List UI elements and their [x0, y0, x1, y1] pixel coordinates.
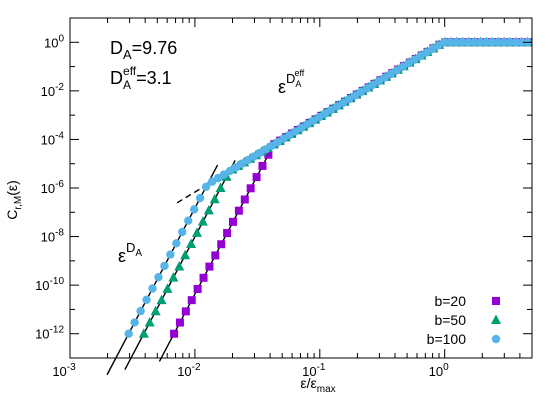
- data-point: [264, 150, 273, 159]
- data-point: [148, 284, 157, 293]
- y-tick-label: 10-2: [41, 82, 65, 99]
- data-point: [475, 38, 485, 47]
- data-point: [184, 216, 193, 225]
- data-point: [150, 305, 161, 316]
- data-point: [168, 272, 179, 282]
- fit-line-solid-2: [158, 139, 278, 362]
- x-tick-label: 100: [429, 362, 449, 379]
- x-tick-label: 10-1: [302, 362, 326, 379]
- data-point: [223, 229, 232, 238]
- legend-label-b100: b=100: [427, 331, 467, 347]
- data-point: [440, 38, 449, 47]
- legend-label-b20: b=20: [434, 293, 466, 309]
- legend-marker: [491, 314, 501, 324]
- data-point: [144, 317, 155, 327]
- data-point: [154, 273, 163, 282]
- y-axis-label: Cr,M(ε): [4, 180, 24, 220]
- data-point: [162, 283, 173, 293]
- data-point: [240, 195, 249, 204]
- series-b100: [124, 38, 532, 338]
- annotation-eps-da-eff: εDAeff: [278, 68, 305, 97]
- data-point: [174, 260, 185, 271]
- data-point: [511, 38, 521, 47]
- data-point: [505, 38, 515, 47]
- y-tick-label: 10-4: [41, 130, 65, 147]
- data-point: [217, 240, 226, 249]
- annotation-eps-da: εDA: [118, 240, 142, 266]
- data-point: [193, 284, 202, 293]
- y-tick-label: 10-12: [35, 325, 64, 342]
- data-point: [189, 205, 199, 214]
- data-point: [180, 249, 191, 260]
- data-point: [209, 193, 220, 204]
- data-point: [452, 38, 461, 47]
- data-point: [181, 307, 190, 316]
- annotation-da: DA=9.76: [110, 38, 177, 62]
- data-point: [446, 38, 455, 47]
- data-point: [463, 38, 473, 47]
- axis-ticks: 10-3 10-2 10-1 100 10-12 10-10 10-8 10-6 10-4 10-…: [35, 18, 533, 379]
- data-point: [166, 250, 175, 259]
- data-point: [229, 217, 238, 226]
- x-tick-label: 10-2: [177, 362, 201, 379]
- data-point: [142, 295, 151, 305]
- data-point: [130, 318, 139, 327]
- data-point: [493, 38, 503, 47]
- data-point: [199, 273, 208, 282]
- data-point: [215, 182, 226, 193]
- legend: b=20 b=50 b=100: [427, 293, 501, 347]
- data-point: [201, 182, 211, 191]
- legend-marker: [491, 334, 501, 344]
- y-tick-label: 100: [44, 33, 64, 50]
- data-point: [170, 329, 179, 338]
- annotation-da-eff: DAeff=3.1: [110, 64, 172, 92]
- data-point: [197, 216, 208, 226]
- data-point: [469, 38, 479, 47]
- x-tick-label: 10-3: [52, 362, 76, 379]
- legend-marker-b20: [492, 297, 500, 305]
- data-point: [487, 38, 497, 47]
- data-point: [481, 38, 491, 47]
- data-point: [234, 206, 243, 215]
- data-point: [195, 193, 205, 203]
- data-point: [457, 38, 467, 47]
- legend-entry-b50: b=50: [434, 312, 501, 328]
- data-point: [252, 173, 261, 182]
- data-point: [211, 251, 220, 260]
- data-point: [175, 318, 184, 327]
- series-group: [124, 36, 533, 338]
- legend-label-b50: b=50: [434, 312, 466, 328]
- data-point: [203, 204, 214, 215]
- data-point: [258, 161, 267, 170]
- data-point: [138, 328, 149, 338]
- series-b20: [170, 38, 532, 338]
- x-axis-label: ε/εmax: [300, 375, 335, 395]
- data-point: [156, 294, 167, 305]
- y-tick-label: 10-10: [35, 276, 64, 293]
- data-point: [186, 238, 197, 249]
- data-point: [136, 306, 145, 316]
- legend-entry-b20: b=20: [434, 293, 500, 309]
- fit-lines: [106, 60, 413, 376]
- data-point: [246, 184, 255, 193]
- data-point: [205, 262, 214, 271]
- data-point: [517, 38, 526, 47]
- legend-marker: [492, 297, 500, 305]
- y-tick-label: 10-6: [41, 179, 65, 196]
- legend-marker-b100: [491, 334, 501, 344]
- data-point: [124, 329, 133, 338]
- data-point: [187, 296, 196, 305]
- legend-marker-b50: [491, 314, 501, 324]
- data-point: [178, 227, 187, 237]
- y-tick-label: 10-8: [41, 228, 65, 245]
- data-point: [191, 227, 202, 237]
- data-point: [160, 261, 169, 271]
- legend-entry-b100: b=100: [427, 331, 501, 347]
- data-point: [172, 239, 181, 248]
- data-point: [499, 38, 509, 47]
